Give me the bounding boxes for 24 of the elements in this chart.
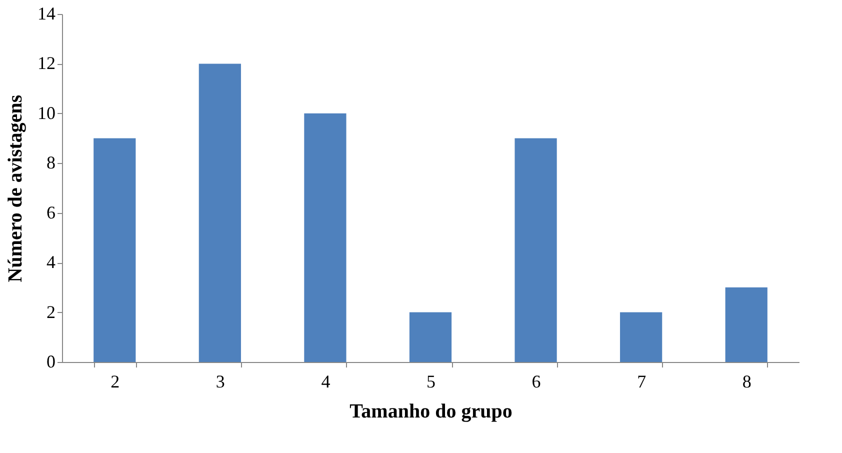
y-tick-label: 8 [46, 152, 56, 173]
bar [198, 64, 241, 362]
x-tick-label: 2 [110, 372, 120, 392]
bar [514, 138, 557, 362]
y-tick-label: 0 [46, 352, 56, 372]
y-tick-label: 2 [46, 302, 56, 322]
bar [725, 287, 768, 362]
x-tick-label: 7 [637, 372, 646, 392]
bar [94, 138, 136, 362]
x-tick-label: 6 [532, 372, 541, 392]
x-tick-label: 3 [216, 372, 225, 392]
y-tick-label: 6 [46, 202, 56, 222]
bar [409, 312, 452, 362]
y-tick-label: 4 [46, 252, 56, 272]
y-tick-label: 12 [38, 53, 56, 74]
x-tick-label: 8 [742, 372, 752, 392]
y-tick-label: 14 [38, 4, 56, 24]
x-tick-label: 5 [426, 372, 436, 392]
x-axis-title: Tamanho do grupo [350, 400, 512, 422]
y-tick-label: 10 [38, 102, 56, 123]
bar [620, 312, 662, 362]
bar [304, 113, 346, 362]
y-axis-title: Número de avistagens [4, 94, 26, 282]
x-tick-label: 4 [321, 372, 330, 392]
